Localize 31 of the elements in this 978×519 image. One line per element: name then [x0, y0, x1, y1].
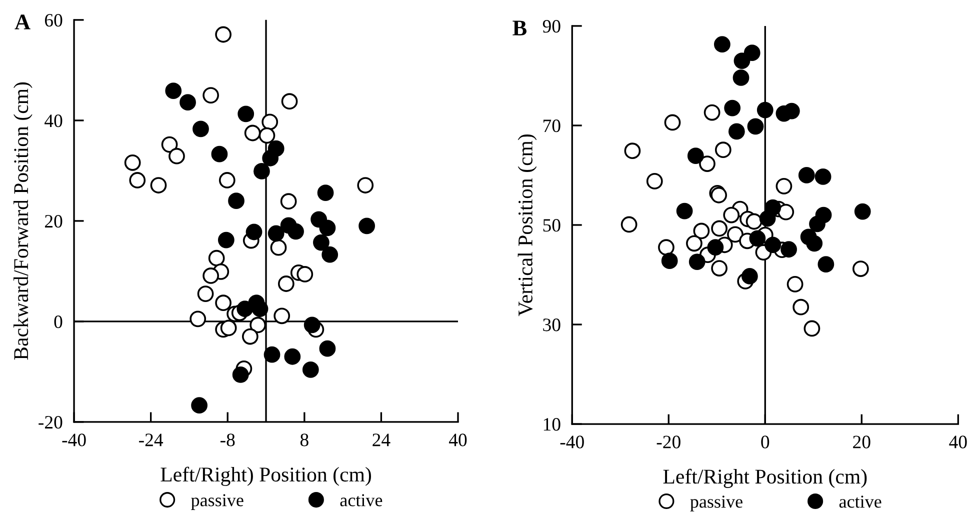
- x-tick-label: 0: [761, 436, 770, 448]
- x-tick-label: -20: [656, 436, 680, 448]
- y-axis-title: Vertical Position (cm): [518, 134, 537, 316]
- x-tick-label: -8: [220, 434, 235, 446]
- y-tick-label: 10: [544, 418, 560, 431]
- y-axis-title: Backward/Forward Position (cm): [13, 82, 32, 360]
- x-tick-label: 24: [372, 434, 390, 446]
- x-axis-title: Left/Right) Position (cm): [160, 466, 371, 486]
- legend-label: active: [340, 494, 382, 506]
- x-tick-label: 40: [448, 434, 467, 446]
- y-tick-label: -20: [38, 416, 62, 429]
- chart-title: A: [14, 14, 30, 30]
- y-tick-label: 50: [543, 219, 560, 232]
- y-tick-label: 40: [44, 114, 62, 128]
- x-tick-label: -40: [62, 434, 86, 446]
- x-tick-label: 40: [949, 436, 967, 448]
- y-tick-label: 70: [544, 120, 560, 132]
- x-tick-label: 8: [300, 434, 308, 446]
- y-tick-label: 60: [44, 14, 62, 27]
- x-tick-label: -24: [139, 434, 164, 446]
- y-tick-label: 0: [54, 315, 62, 328]
- legend-label: passive: [191, 494, 244, 510]
- x-axis-title: Left/Right Position (cm): [663, 468, 867, 488]
- legend-label: active: [839, 496, 882, 508]
- x-tick-label: -40: [560, 436, 584, 448]
- legend-label: passive: [690, 496, 742, 512]
- y-tick-label: 30: [543, 318, 560, 332]
- x-tick-label: 20: [853, 436, 870, 448]
- y-tick-label: 20: [44, 214, 62, 228]
- y-tick-label: 90: [542, 20, 560, 33]
- chart-title: B: [512, 20, 526, 36]
